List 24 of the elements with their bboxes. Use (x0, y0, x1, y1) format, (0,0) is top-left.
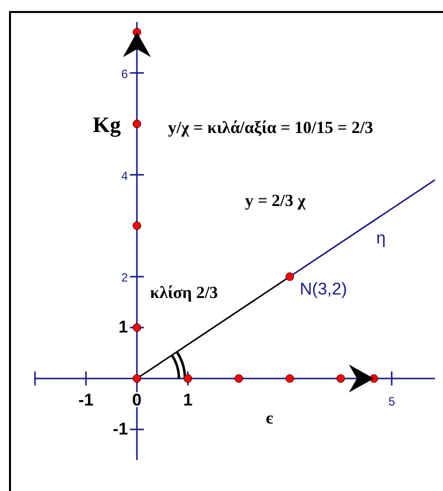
x-tick-label: -1 (78, 390, 94, 410)
annotation: y = 2/3 χ (245, 191, 306, 210)
point (132, 221, 142, 230)
annotation: y/χ = κιλά/αξία = 10/15 = 2/3 (168, 118, 374, 137)
point (132, 120, 142, 128)
point (132, 323, 142, 332)
point (234, 374, 244, 383)
y-axis-title: Kg (92, 112, 121, 137)
annotation: N(3,2) (300, 280, 348, 299)
y-tick-label: -1 (112, 419, 128, 438)
point (286, 374, 294, 383)
x-tick-label: 5 (388, 394, 396, 409)
point (132, 374, 142, 383)
y-tick-label: 1 (118, 318, 128, 337)
x-axis-title: є (266, 408, 274, 428)
point (336, 374, 345, 383)
y-tick-label: 4 (121, 168, 128, 183)
point (184, 374, 192, 383)
y-tick-label: 6 (121, 66, 128, 81)
x-tick-label: 1 (183, 390, 193, 410)
point (286, 272, 294, 281)
annotation: κλίση 2/3 (150, 283, 218, 302)
annotation: η (376, 228, 386, 248)
y-tick-label: 2 (121, 270, 128, 285)
